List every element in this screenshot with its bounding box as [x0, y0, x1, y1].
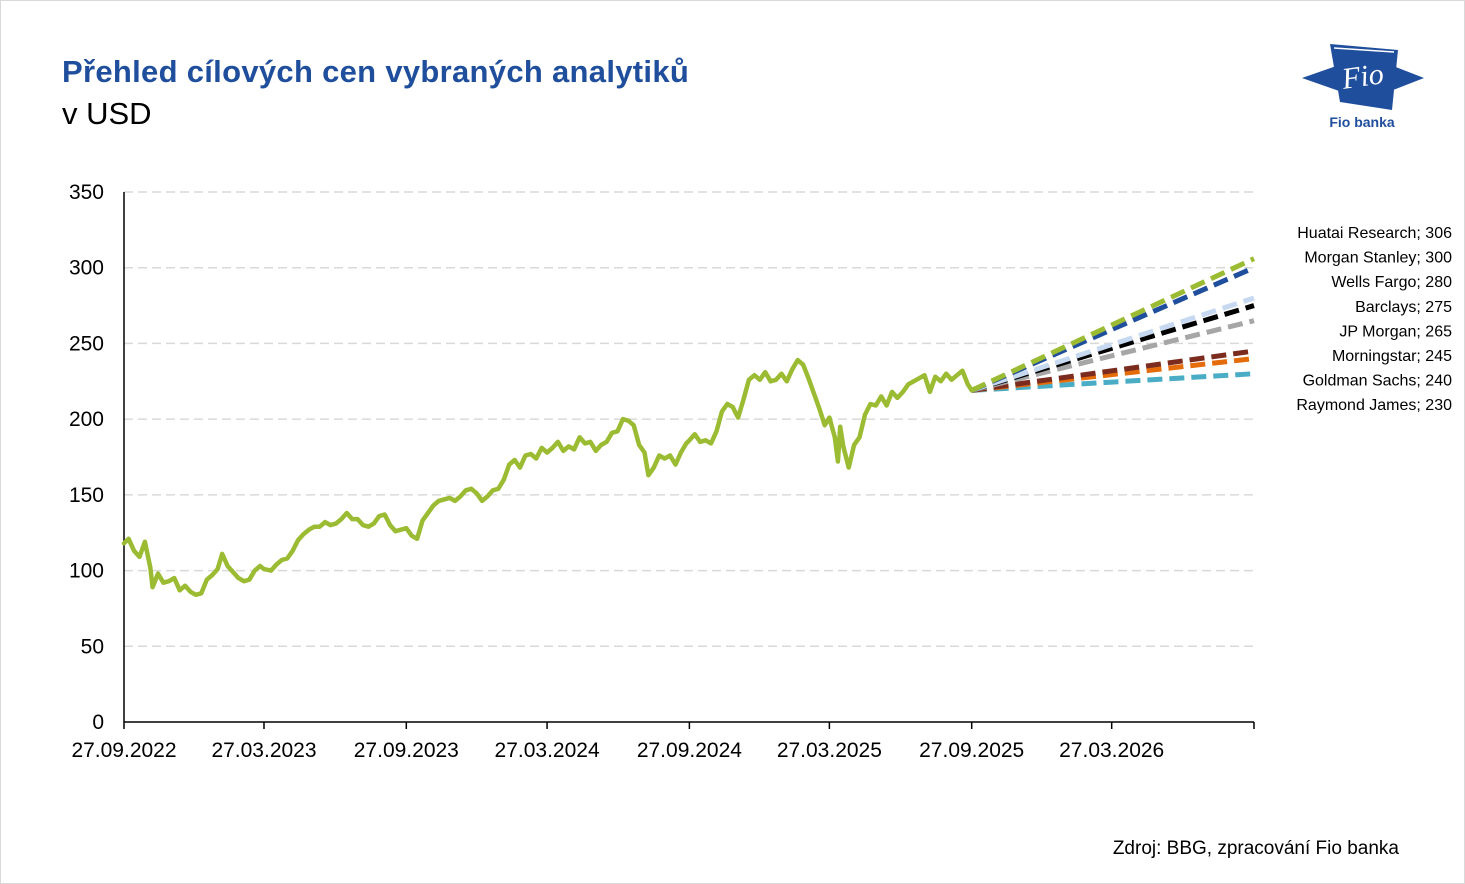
y-tick-label: 350 — [69, 181, 104, 204]
analyst-labels: Huatai Research; 306 Morgan Stanley; 300 W… — [1296, 225, 1452, 414]
analyst-target-lines — [970, 256, 1256, 393]
fio-banka-logo: Fio — [1302, 44, 1424, 110]
analyst-label: Huatai Research; 306 — [1297, 225, 1452, 242]
analyst-label: Barclays; 275 — [1355, 299, 1452, 316]
logo-text: Fio banka — [1329, 114, 1395, 130]
x-tick-label: 27.03.2023 — [211, 739, 316, 762]
x-tick-label: 27.09.2022 — [71, 739, 176, 762]
y-tick-label: 50 — [81, 635, 104, 658]
x-tick-label: 27.09.2024 — [637, 739, 742, 762]
y-tick-label: 0 — [92, 711, 104, 734]
axes: 0 50 100 150 200 250 300 350 27.09.2022 27.03.202… — [69, 181, 1255, 762]
analyst-target-line — [971, 348, 1255, 393]
x-tick-label: 27.03.2024 — [495, 739, 600, 762]
analyst-target-line — [970, 295, 1255, 393]
source-note: Zdroj: BBG, zpracování Fio banka — [1112, 838, 1399, 859]
logo-mark: Fio — [1339, 57, 1386, 96]
x-tick-label: 27.09.2023 — [354, 739, 459, 762]
analyst-label: Morgan Stanley; 300 — [1304, 250, 1452, 267]
y-tick-label: 200 — [69, 408, 104, 431]
analyst-label: Wells Fargo; 280 — [1331, 274, 1452, 291]
price-line — [121, 357, 974, 598]
grid-lines — [124, 191, 1254, 648]
analyst-label: Morningstar; 245 — [1332, 348, 1452, 365]
logo-highlight — [1333, 47, 1395, 53]
chart-title: Přehled cílových cen vybraných analytiků — [62, 54, 690, 89]
y-tick-label: 300 — [69, 257, 104, 280]
analyst-label: Goldman Sachs; 240 — [1303, 373, 1453, 390]
x-tick-label: 27.09.2025 — [919, 739, 1024, 762]
analyst-label: JP Morgan; 265 — [1339, 323, 1452, 340]
analyst-target-line — [971, 371, 1255, 393]
y-tick-label: 150 — [69, 484, 104, 507]
analyst-label: Raymond James; 230 — [1296, 397, 1452, 414]
logo-right-wing — [1388, 64, 1424, 92]
x-tick-label: 27.03.2026 — [1059, 739, 1164, 762]
analyst-target-line — [970, 256, 1256, 393]
logo-diamond — [1330, 44, 1398, 110]
logo-left-wing — [1302, 64, 1342, 92]
chart-subtitle: v USD — [62, 96, 152, 131]
price-series — [121, 357, 974, 598]
y-tick-label: 100 — [69, 560, 104, 583]
y-tick-label: 250 — [69, 332, 104, 355]
x-tick-label: 27.03.2025 — [777, 739, 882, 762]
